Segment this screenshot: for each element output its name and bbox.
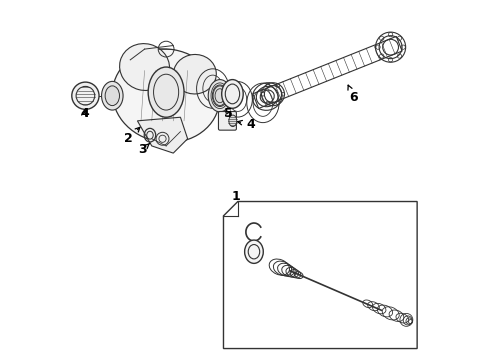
- Text: 3: 3: [139, 143, 150, 156]
- Ellipse shape: [120, 44, 170, 90]
- FancyBboxPatch shape: [219, 112, 236, 130]
- Ellipse shape: [173, 54, 216, 94]
- Text: 5: 5: [224, 107, 233, 120]
- Ellipse shape: [229, 115, 237, 127]
- Ellipse shape: [212, 85, 227, 107]
- Ellipse shape: [245, 240, 263, 264]
- Text: 6: 6: [348, 85, 358, 104]
- Circle shape: [72, 82, 99, 109]
- Ellipse shape: [101, 81, 123, 110]
- Ellipse shape: [148, 67, 184, 117]
- Text: 4: 4: [80, 107, 89, 120]
- Text: 2: 2: [124, 127, 140, 145]
- Ellipse shape: [105, 86, 120, 105]
- Ellipse shape: [221, 80, 243, 108]
- Polygon shape: [137, 117, 188, 153]
- Ellipse shape: [208, 80, 232, 112]
- Text: 1: 1: [232, 190, 241, 203]
- Ellipse shape: [113, 49, 220, 143]
- Text: 4: 4: [238, 118, 255, 131]
